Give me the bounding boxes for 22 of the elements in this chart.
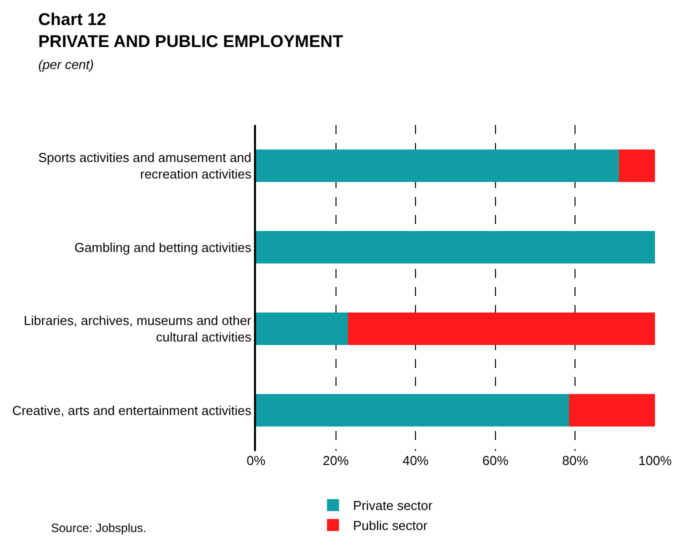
- x-tick-label: 100%: [638, 453, 672, 468]
- y-tick-label: Creative, arts and entertainment activities: [12, 402, 252, 418]
- bar: [256, 394, 570, 427]
- bar: [619, 149, 655, 182]
- bar: [256, 312, 348, 346]
- legend-label: Private sector: [353, 498, 434, 514]
- y-tick-label: Libraries, archives, museums and other cultural activities: [24, 312, 252, 345]
- x-tick-label: 0%: [246, 453, 266, 468]
- bar: [348, 312, 655, 346]
- legend-label: Public sector: [353, 518, 428, 534]
- bar: [569, 394, 655, 427]
- x-tick-label: 60%: [482, 453, 509, 468]
- x-tick-label: 20%: [322, 453, 350, 468]
- bar: [256, 230, 655, 264]
- x-tick-label: 40%: [402, 453, 430, 468]
- x-tick-label: 80%: [562, 453, 589, 468]
- y-tick-label: Sports activities and amusement and recreation activities: [38, 150, 252, 182]
- bar: [256, 149, 620, 182]
- source-note: Source: Jobsplus.: [51, 521, 146, 535]
- y-tick-label: Gambling and betting activities: [74, 240, 252, 255]
- chart-title: Chart 12 PRIVATE AND PUBLIC EMPLOYMENT: [38, 10, 344, 51]
- text: (per cent): [38, 57, 94, 72]
